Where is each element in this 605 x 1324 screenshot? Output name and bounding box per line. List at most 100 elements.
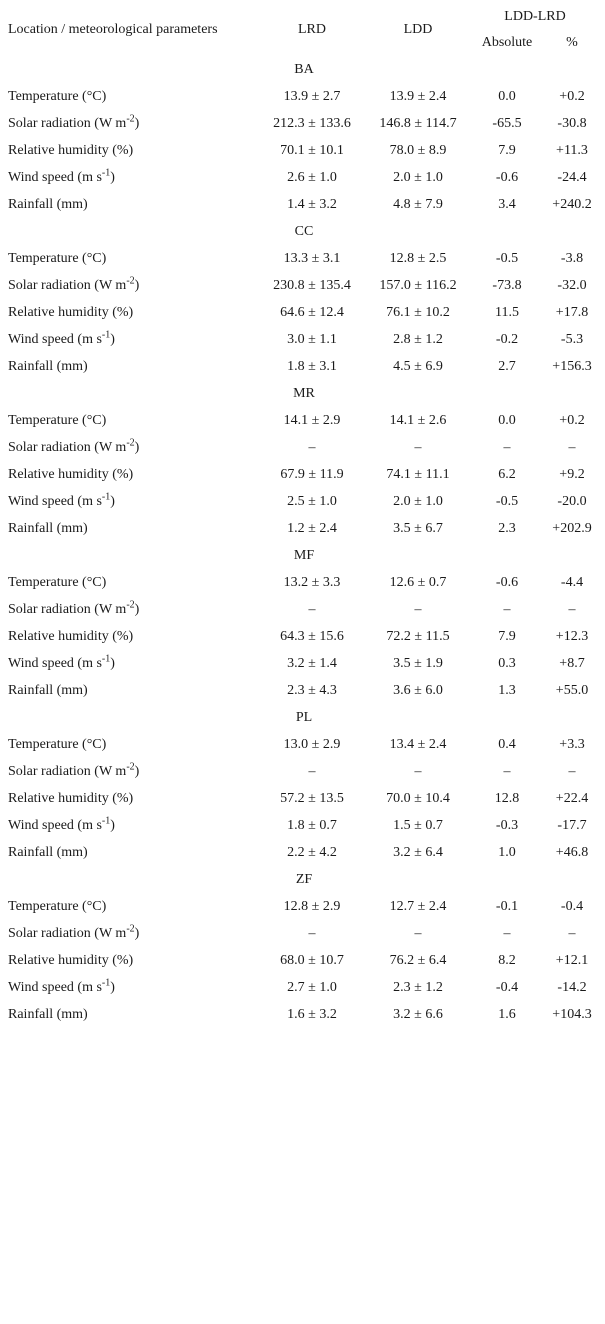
- ldd-value: –: [414, 439, 422, 455]
- ldd-value: 146.8 ± 114.7: [379, 115, 457, 131]
- absolute-difference-value: 2.7: [498, 358, 516, 374]
- parameter-label: Relative humidity (%): [8, 466, 134, 482]
- absolute-difference-value: 7.9: [498, 628, 516, 644]
- absolute-difference-value: 1.0: [498, 844, 516, 860]
- meteorological-parameters-table: Location / meteorological parameters LRD…: [8, 4, 600, 1028]
- parameter-label: Rainfall (mm): [8, 844, 88, 860]
- ldd-value: 76.2 ± 6.4: [389, 952, 447, 968]
- absolute-difference-value: 8.2: [498, 952, 516, 968]
- percent-difference-value: -24.4: [557, 169, 587, 185]
- absolute-difference-value: 0.0: [498, 88, 516, 104]
- percent-difference-value: +9.2: [559, 466, 585, 482]
- absolute-difference-value: 2.3: [498, 520, 516, 536]
- parameter-label: Rainfall (mm): [8, 358, 88, 374]
- table-row: Temperature (°C) 13.2 ± 3.3 12.6 ± 0.7 -…: [8, 569, 600, 596]
- table-row: Temperature (°C) 12.8 ± 2.9 12.7 ± 2.4 -…: [8, 893, 600, 920]
- percent-difference-value: +22.4: [555, 790, 589, 806]
- ldd-value: 12.8 ± 2.5: [389, 250, 447, 266]
- lrd-value: 1.8 ± 0.7: [287, 817, 337, 833]
- percent-difference-value: –: [568, 601, 576, 617]
- parameter-label: Temperature (°C): [8, 88, 107, 104]
- table-row: Temperature (°C) 13.0 ± 2.9 13.4 ± 2.4 0…: [8, 731, 600, 758]
- table-header: Location / meteorological parameters LRD…: [8, 4, 600, 56]
- parameter-label: Rainfall (mm): [8, 520, 88, 536]
- absolute-difference-value: -65.5: [492, 115, 522, 131]
- ldd-value: 3.2 ± 6.6: [393, 1006, 443, 1022]
- ldd-value: –: [414, 925, 422, 941]
- ldd-value: 14.1 ± 2.6: [389, 412, 447, 428]
- percent-difference-value: -30.8: [557, 115, 587, 131]
- lrd-value: –: [308, 763, 316, 779]
- absolute-difference-value: 0.3: [498, 655, 516, 671]
- percent-difference-value: +240.2: [552, 196, 592, 212]
- ldd-value: 70.0 ± 10.4: [386, 790, 450, 806]
- absolute-difference-value: 0.4: [498, 736, 516, 752]
- parameter-label: Wind speed (m s-1): [8, 328, 115, 347]
- header-absolute: Absolute: [481, 35, 533, 50]
- lrd-value: 1.2 ± 2.4: [287, 520, 337, 536]
- ldd-value: 1.5 ± 0.7: [393, 817, 443, 833]
- table-row: Temperature (°C) 13.9 ± 2.7 13.9 ± 2.4 0…: [8, 83, 600, 110]
- location-section: BA Temperature (°C) 13.9 ± 2.7 13.9 ± 2.…: [8, 56, 600, 218]
- parameter-label: Rainfall (mm): [8, 196, 88, 212]
- parameter-label: Temperature (°C): [8, 412, 107, 428]
- table-row: Solar radiation (W m-2) – – – –: [8, 758, 600, 785]
- table-row: Wind speed (m s-1) 1.8 ± 0.7 1.5 ± 0.7 -…: [8, 812, 600, 839]
- table-row: Temperature (°C) 14.1 ± 2.9 14.1 ± 2.6 0…: [8, 407, 600, 434]
- percent-difference-value: -4.4: [560, 574, 584, 590]
- lrd-value: 13.0 ± 2.9: [283, 736, 341, 752]
- ldd-value: –: [414, 601, 422, 617]
- parameter-label: Solar radiation (W m-2): [8, 112, 140, 131]
- table-row: Wind speed (m s-1) 3.2 ± 1.4 3.5 ± 1.9 0…: [8, 650, 600, 677]
- table-row: Solar radiation (W m-2) – – – –: [8, 920, 600, 947]
- parameter-label: Solar radiation (W m-2): [8, 922, 140, 941]
- percent-difference-value: +12.3: [555, 628, 589, 644]
- absolute-difference-value: -0.5: [495, 250, 519, 266]
- percent-difference-value: +104.3: [552, 1006, 592, 1022]
- percent-difference-value: –: [568, 763, 576, 779]
- absolute-difference-value: -73.8: [492, 277, 522, 293]
- location-section: MR Temperature (°C) 14.1 ± 2.9 14.1 ± 2.…: [8, 380, 600, 542]
- table-row: Relative humidity (%) 67.9 ± 11.9 74.1 ±…: [8, 461, 600, 488]
- lrd-value: –: [308, 601, 316, 617]
- table-row: Relative humidity (%) 68.0 ± 10.7 76.2 ±…: [8, 947, 600, 974]
- lrd-value: 13.3 ± 3.1: [283, 250, 341, 266]
- absolute-difference-value: -0.6: [495, 574, 519, 590]
- ldd-value: 4.5 ± 6.9: [393, 358, 443, 374]
- percent-difference-value: -20.0: [557, 493, 587, 509]
- table-body: BA Temperature (°C) 13.9 ± 2.7 13.9 ± 2.…: [8, 56, 600, 1028]
- percent-difference-value: -17.7: [557, 817, 587, 833]
- ldd-value: 3.2 ± 6.4: [393, 844, 443, 860]
- parameter-label: Rainfall (mm): [8, 1006, 88, 1022]
- percent-difference-value: -5.3: [560, 331, 584, 347]
- table-row: Solar radiation (W m-2) – – – –: [8, 596, 600, 623]
- parameter-label: Wind speed (m s-1): [8, 652, 115, 671]
- absolute-difference-value: 0.0: [498, 412, 516, 428]
- absolute-difference-value: -0.5: [495, 493, 519, 509]
- unit-superscript: -2: [126, 598, 135, 610]
- percent-difference-value: +17.8: [555, 304, 589, 320]
- unit-superscript: -2: [126, 112, 135, 124]
- lrd-value: 68.0 ± 10.7: [280, 952, 344, 968]
- lrd-value: 12.8 ± 2.9: [283, 898, 341, 914]
- lrd-value: 230.8 ± 135.4: [273, 277, 351, 293]
- percent-difference-value: –: [568, 439, 576, 455]
- table-row: Relative humidity (%) 57.2 ± 13.5 70.0 ±…: [8, 785, 600, 812]
- ldd-value: 72.2 ± 11.5: [386, 628, 450, 644]
- ldd-value: 157.0 ± 116.2: [379, 277, 457, 293]
- table-row: Temperature (°C) 13.3 ± 3.1 12.8 ± 2.5 -…: [8, 245, 600, 272]
- section-label: PL: [295, 709, 313, 725]
- unit-superscript: -1: [101, 490, 111, 502]
- percent-difference-value: +0.2: [559, 412, 585, 428]
- table-row: Relative humidity (%) 64.3 ± 15.6 72.2 ±…: [8, 623, 600, 650]
- ldd-value: 2.0 ± 1.0: [393, 493, 443, 509]
- absolute-difference-value: -0.6: [495, 169, 519, 185]
- percent-difference-value: -14.2: [557, 979, 587, 995]
- parameter-label: Temperature (°C): [8, 898, 107, 914]
- absolute-difference-value: –: [503, 925, 511, 941]
- absolute-difference-value: 12.8: [494, 790, 520, 806]
- parameter-label: Solar radiation (W m-2): [8, 274, 140, 293]
- parameter-label: Temperature (°C): [8, 574, 107, 590]
- unit-superscript: -2: [126, 760, 135, 772]
- percent-difference-value: +46.8: [555, 844, 589, 860]
